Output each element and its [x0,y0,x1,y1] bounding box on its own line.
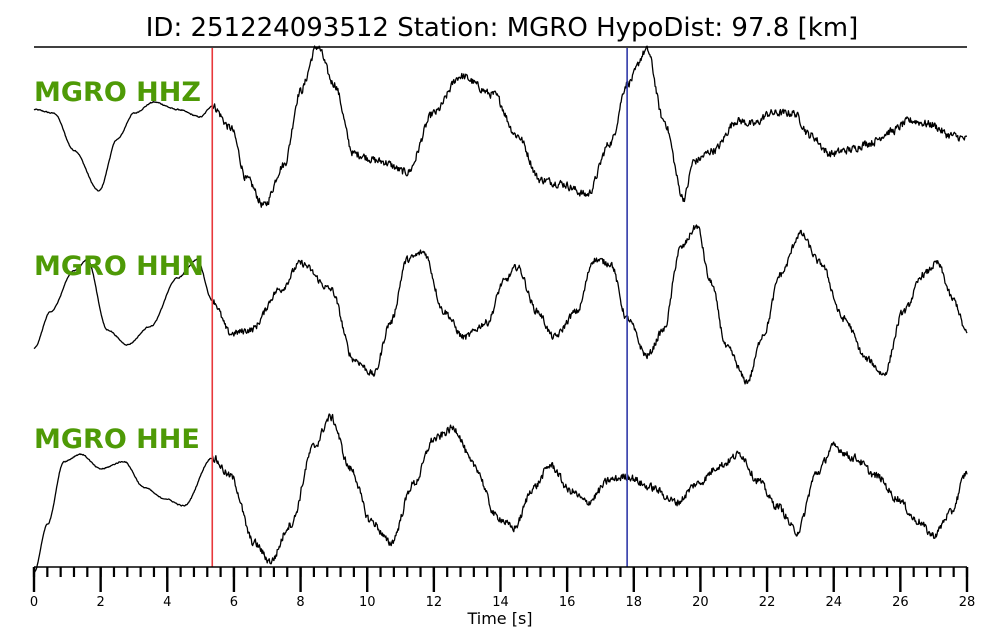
channel-label: MGRO HHN [34,251,204,282]
x-axis-label: Time [s] [466,609,532,628]
x-tick-label: 18 [626,595,643,610]
x-tick-label: 16 [559,595,576,610]
figure-title: ID: 251224093512 Station: MGRO HypoDist:… [146,13,859,43]
x-tick-label: 12 [426,595,443,610]
x-tick-label: 28 [959,595,976,610]
x-tick-label: 22 [759,595,776,610]
channel-label: MGRO HHZ [34,77,201,108]
trace-mgro-hhz [33,45,968,208]
phase-markers-group [211,48,628,567]
x-tick-label: 2 [97,595,105,610]
time-axis: 0 2 4 6 8 10 12 14 16 18 20 22 24 26 28 [30,566,976,610]
x-tick-label: 0 [30,595,38,610]
x-tick-label: 24 [825,595,842,610]
channel-label: MGRO HHE [34,424,200,455]
x-tick-label: 20 [692,595,709,610]
x-tick-label: 10 [359,595,376,610]
channel-labels-group: MGRO HHZ MGRO HHN MGRO HHE [34,77,204,455]
x-tick-label: 14 [492,595,509,610]
x-tick-label: 6 [230,595,238,610]
x-tick-label: 4 [163,595,171,610]
traces-group [33,45,968,573]
trace-mgro-hhe [33,413,968,573]
x-tick-label: 26 [892,595,909,610]
x-tick-label: 8 [296,595,304,610]
trace-mgro-hhn [33,224,968,385]
